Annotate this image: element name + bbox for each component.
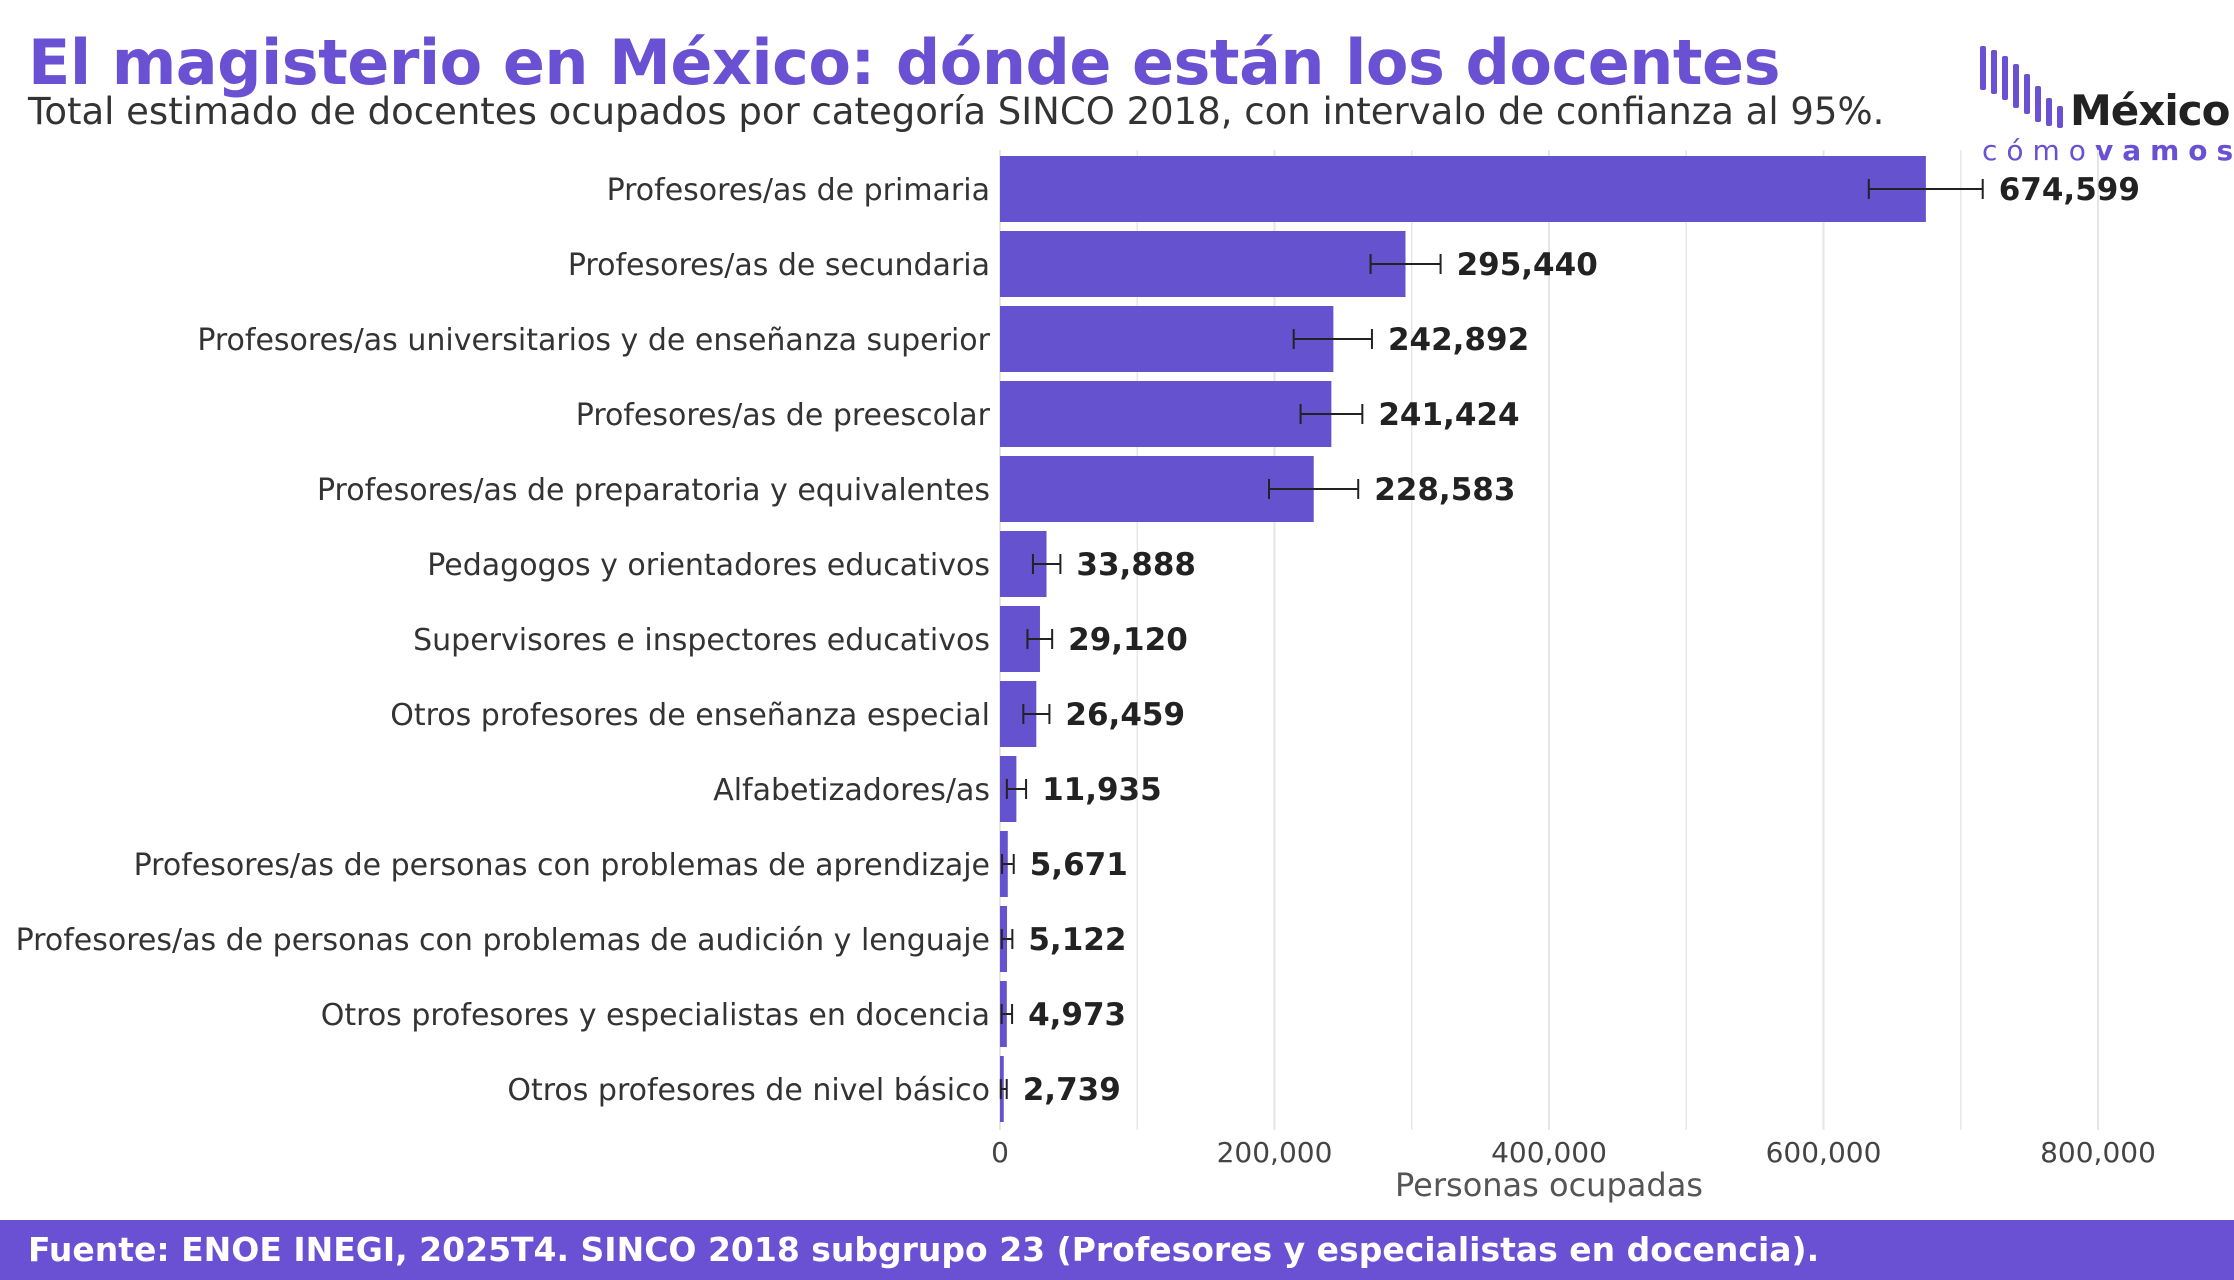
bar [1000,306,1334,372]
value-label: 295,440 [1457,247,1598,283]
chart-title: El magisterio en México: dónde están los… [28,26,1780,99]
category-label: Profesores/as de primaria [607,173,990,208]
value-label: 5,122 [1028,922,1126,958]
category-label: Supervisores e inspectores educativos [413,623,990,658]
value-label: 33,888 [1076,547,1196,583]
category-label: Profesores/as de personas con problemas … [16,923,990,958]
logo-word-como-vamos: cómovamos [1982,134,2234,167]
value-label: 4,973 [1028,997,1126,1033]
value-label: 5,671 [1030,847,1128,883]
category-label: Profesores/as universitarios y de enseña… [197,323,990,358]
category-label: Profesores/as de secundaria [568,248,990,283]
x-tick-label: 600,000 [1766,1136,1882,1169]
bar-chart: Profesores/as de primaria 674,599 Profesor… [16,150,2156,1204]
value-label: 242,892 [1388,322,1529,358]
bar [1000,156,1926,222]
category-label: Profesores/as de preescolar [576,398,991,433]
bar [1000,231,1406,297]
mexico-como-vamos-logo: México cómovamos [1976,42,2233,172]
value-label: 2,739 [1023,1072,1121,1108]
category-label: Profesores/as de preparatoria y equivale… [317,473,990,508]
x-tick-label: 800,000 [2040,1136,2156,1169]
footer-bar: Fuente: ENOE INEGI, 2025T4. SINCO 2018 s… [0,1220,2234,1280]
category-label: Alfabetizadores/as [713,773,990,808]
value-label: 26,459 [1065,697,1185,733]
logo-vamos: vamos [2094,134,2234,167]
x-tick-label: 200,000 [1217,1136,1333,1169]
category-label: Pedagogos y orientadores educativos [427,548,990,583]
category-label: Otros profesores de enseñanza especial [390,698,990,733]
chart-subtitle: Total estimado de docentes ocupados por … [28,90,1885,133]
value-label: 674,599 [1999,172,2140,208]
logo-word-mexico: México [2070,86,2231,135]
bar [1000,456,1314,522]
category-label: Otros profesores y especialistas en doce… [321,998,990,1033]
value-label: 228,583 [1374,472,1515,508]
value-label: 29,120 [1068,622,1188,658]
category-label: Profesores/as de personas con problemas … [134,848,990,883]
source-note: Fuente: ENOE INEGI, 2025T4. SINCO 2018 s… [28,1230,1820,1269]
value-label: 241,424 [1378,397,1519,433]
logo-bars-icon [1980,46,2100,136]
category-label: Otros profesores de nivel básico [507,1073,990,1108]
x-tick-label: 0 [991,1136,1009,1169]
logo-como: cómo [1982,134,2095,167]
x-tick-label: 400,000 [1491,1136,1607,1169]
value-label: 11,935 [1042,772,1162,808]
bar [1000,381,1332,447]
x-axis-title: Personas ocupadas [1395,1166,1703,1204]
